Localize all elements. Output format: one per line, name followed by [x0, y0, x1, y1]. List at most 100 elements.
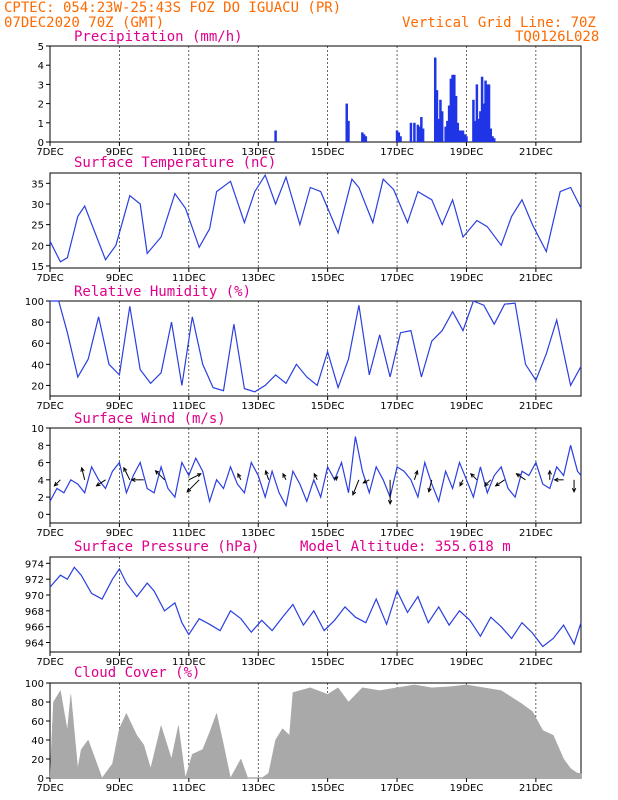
wind-ytick-label: 0 [38, 510, 44, 521]
precip-ytick-label: 0 [38, 138, 44, 149]
precip-bar [418, 126, 421, 142]
temp-xtick-label: 9DEC [106, 273, 133, 284]
precip-ytick-label: 2 [38, 100, 44, 111]
wind-vector [459, 479, 464, 487]
precip-frame [49, 45, 582, 143]
wind-vector [154, 470, 165, 481]
cloud-xtick-label: 11DEC [172, 783, 206, 794]
precip-bar [487, 84, 491, 142]
model-code: TQ0126L028 [515, 29, 600, 45]
wind-vector [95, 479, 106, 487]
cloud-cover-area [49, 684, 582, 779]
pres-ytick-label: 964 [25, 639, 44, 650]
precip-bar [451, 74, 454, 142]
precip-bar [416, 124, 420, 142]
wind-vector [571, 479, 577, 493]
cloud-xtick-label: 7DEC [36, 783, 63, 794]
precip-bar [473, 120, 477, 142]
precip-bar [437, 118, 440, 142]
wind-vector [362, 479, 370, 484]
wind-vector [123, 466, 131, 481]
pres-ytick-label: 974 [25, 559, 44, 570]
cloud-ytick-label: 40 [31, 736, 44, 747]
temp-xtick-label: 15DEC [311, 273, 345, 284]
pres-xtick-label: 9DEC [106, 657, 133, 668]
temp-panel: 7DEC 9DEC 11DEC 13DEC 15DEC 17DEC 19DEC 21DEC 15… [31, 172, 582, 284]
precip-bar [489, 128, 493, 142]
cloud-panel: 7DEC 9DEC 11DEC 13DEC 15DEC 17DEC 19DEC 21DEC 0 2… [25, 679, 582, 794]
precip-bar [484, 80, 487, 142]
pres-ytick-label: 970 [25, 591, 44, 602]
wind-xtick-label: 9DEC [106, 528, 133, 539]
temp-xtick-label: 19DEC [450, 273, 484, 284]
wind-vector [186, 479, 200, 493]
pres-xtick-label: 15DEC [311, 657, 345, 668]
rh-xtick-label: 7DEC [36, 401, 63, 412]
wind-vector [313, 472, 318, 481]
precip-bar [444, 126, 447, 142]
wind-vector [188, 473, 202, 481]
wind-vector [470, 473, 478, 481]
pres-panel: 7DEC 9DEC 11DEC 13DEC 15DEC 17DEC 19DEC 21DEC 96… [25, 556, 582, 668]
rh-xtick-label: 15DEC [311, 401, 345, 412]
run-date: 07DEC2020 70Z (GMT) [4, 15, 165, 31]
pres-line [49, 566, 582, 648]
precip-bar [492, 138, 496, 142]
pres-ytick-label: 968 [25, 607, 44, 618]
precip-ytick-label: 1 [38, 119, 44, 130]
pres-frame [49, 556, 582, 653]
pres-xtick-label: 11DEC [172, 657, 206, 668]
precip-bar [479, 111, 482, 142]
precip-bar [463, 134, 466, 142]
wind-title: Surface Wind (m/s) [74, 411, 226, 427]
precip-bar [345, 103, 348, 142]
precip-bar [361, 132, 364, 142]
precip-xtick-label: 13DEC [241, 147, 275, 158]
pres-xtick-label: 19DEC [450, 657, 484, 668]
rh-frame [49, 300, 582, 397]
precip-xtick-label: 11DEC [172, 147, 206, 158]
rh-xtick-label: 21DEC [519, 401, 553, 412]
temp-xtick-label: 21DEC [519, 273, 553, 284]
temp-ytick-label: 15 [31, 262, 44, 273]
wind-xtick-label: 11DEC [172, 528, 206, 539]
rh-xtick-label: 17DEC [380, 401, 414, 412]
precip-bar [446, 120, 449, 142]
wind-vector [483, 479, 492, 487]
precip-bar [458, 130, 461, 142]
cloud-xtick-label: 13DEC [241, 783, 275, 794]
precip-bar [362, 134, 366, 142]
cloud-xtick-label: 15DEC [311, 783, 345, 794]
precip-bar [440, 111, 444, 142]
temp-frame [49, 172, 582, 269]
wind-vector [282, 472, 287, 481]
precip-bar [461, 130, 465, 142]
wind-xtick-label: 17DEC [380, 528, 414, 539]
temp-ytick-label: 30 [31, 200, 44, 211]
wind-vector [130, 477, 144, 483]
model-altitude: Model Altitude: 355.618 m [300, 539, 511, 555]
pres-xtick-label: 17DEC [380, 657, 414, 668]
rh-ytick-label: 60 [31, 339, 44, 350]
precip-bar [475, 84, 479, 142]
precip-bar [491, 136, 494, 142]
pressure-title: Surface Pressure (hPa) [74, 539, 260, 555]
cloud-title: Cloud Cover (%) [74, 665, 201, 681]
wind-ytick-label: 10 [31, 424, 44, 435]
precip-bar [413, 122, 416, 142]
precip-bar [274, 130, 277, 142]
pres-xtick-label: 13DEC [241, 657, 275, 668]
cloud-xtick-label: 9DEC [106, 783, 133, 794]
wind-ytick-label: 8 [38, 441, 44, 452]
wind-vector [515, 473, 526, 481]
wind-vector [387, 479, 393, 505]
precip-bar [397, 132, 401, 142]
rh-xtick-label: 9DEC [106, 401, 133, 412]
pres-ytick-label: 966 [25, 623, 44, 634]
rh-panel: 7DEC 9DEC 11DEC 13DEC 15DEC 17DEC 19DEC 21DEC 20… [25, 297, 582, 412]
cloud-ytick-label: 80 [31, 698, 44, 709]
pres-xtick-label: 7DEC [36, 657, 63, 668]
rh-ytick-label: 20 [31, 381, 44, 392]
precip-xtick-label: 9DEC [106, 147, 133, 158]
